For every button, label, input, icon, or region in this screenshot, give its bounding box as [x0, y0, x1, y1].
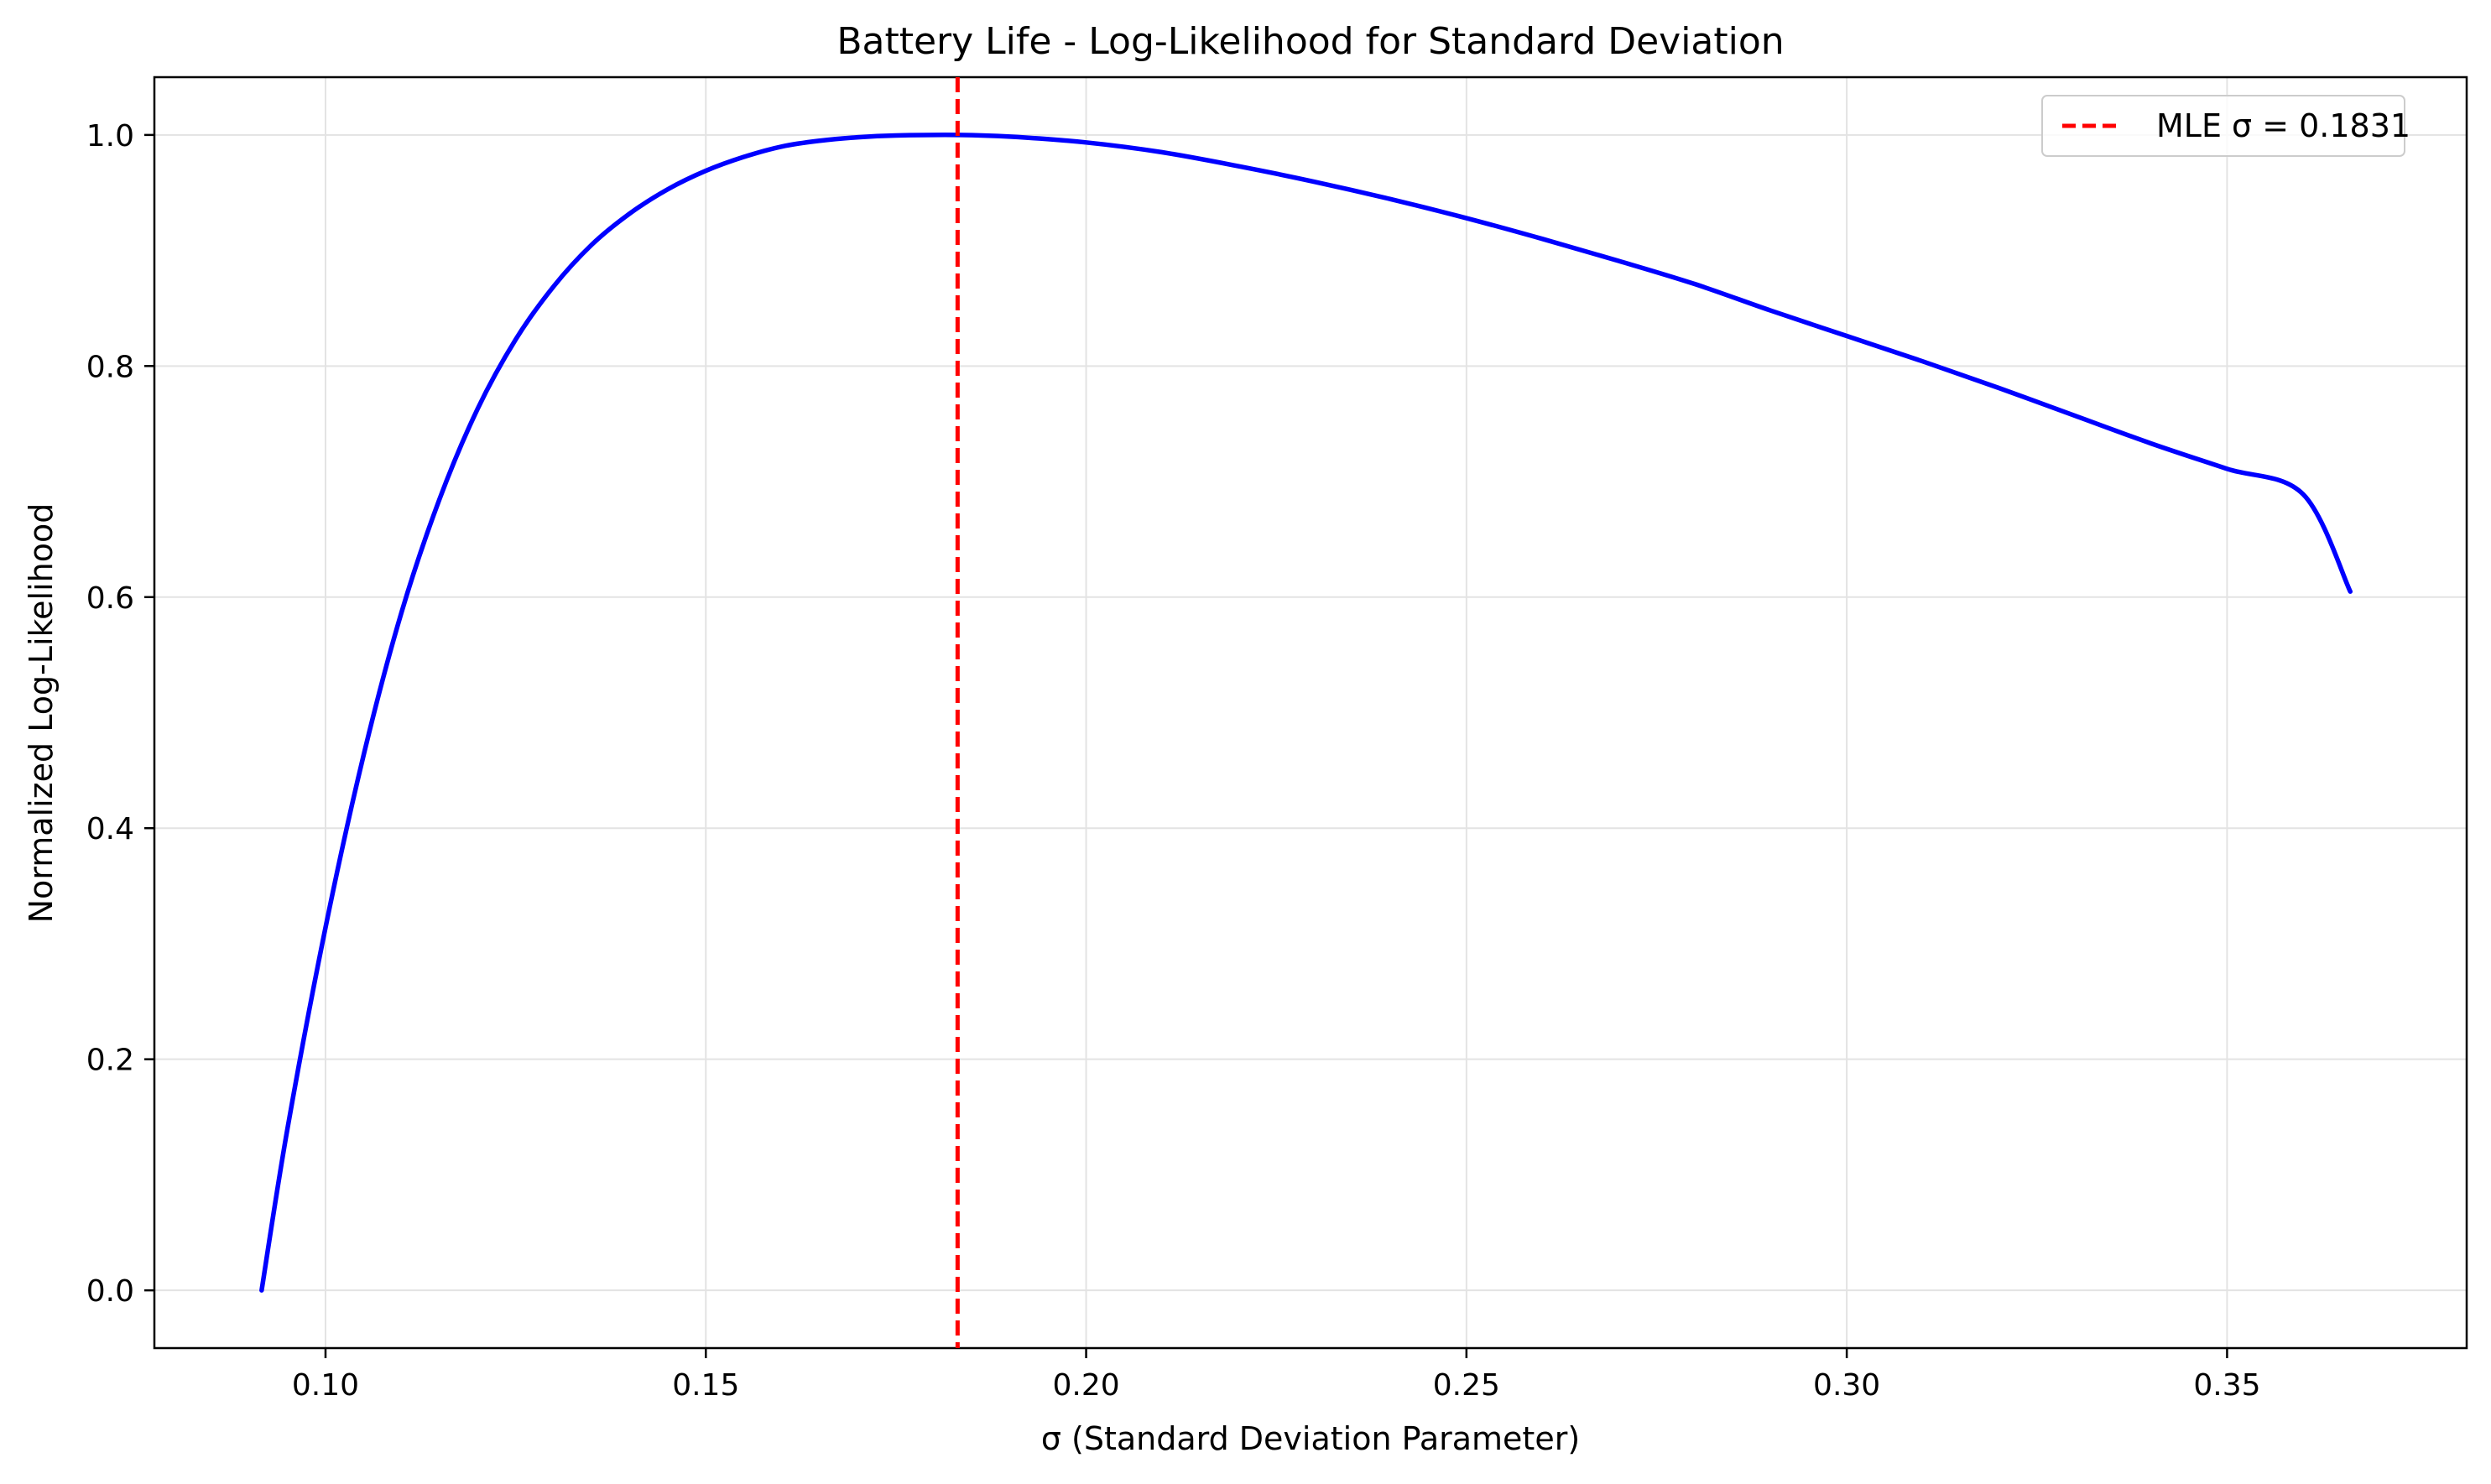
y-tick-label-4: 0.8 [86, 350, 134, 384]
legend: MLE σ = 0.1831 [2041, 95, 2410, 157]
y-tick-label-3: 0.6 [86, 581, 134, 616]
x-axis-label: σ (Standard Deviation Parameter) [1041, 1420, 1580, 1457]
series-group [259, 77, 2353, 1348]
y-axis-ticks: 0.0 0.2 0.4 0.6 0.8 1.0 [86, 119, 154, 1309]
x-tick-label-5: 0.35 [2193, 1368, 2260, 1403]
x-tick-label-3: 0.25 [1433, 1368, 1500, 1403]
y-tick-label-2: 0.4 [86, 812, 134, 846]
y-tick-label-1: 0.2 [86, 1044, 134, 1078]
y-tick-label-5: 1.0 [86, 119, 134, 154]
x-tick-label-2: 0.20 [1052, 1368, 1119, 1403]
y-axis-label: Normalized Log-Likelihood [23, 503, 60, 924]
legend-mle-label: MLE σ = 0.1831 [2156, 107, 2410, 144]
likelihood-curve [259, 133, 2353, 1293]
x-axis-ticks: 0.10 0.15 0.20 0.25 0.30 0.35 [292, 1348, 2261, 1403]
plot-area [153, 76, 2468, 1350]
grid [154, 77, 2467, 1348]
chart-title: Battery Life - Log-Likelihood for Standa… [836, 20, 1784, 63]
x-tick-label-0: 0.10 [292, 1368, 359, 1403]
y-tick-label-0: 0.0 [86, 1274, 134, 1309]
x-tick-label-1: 0.15 [672, 1368, 739, 1403]
legend-box [2041, 95, 2405, 157]
x-tick-label-4: 0.30 [1813, 1368, 1880, 1403]
